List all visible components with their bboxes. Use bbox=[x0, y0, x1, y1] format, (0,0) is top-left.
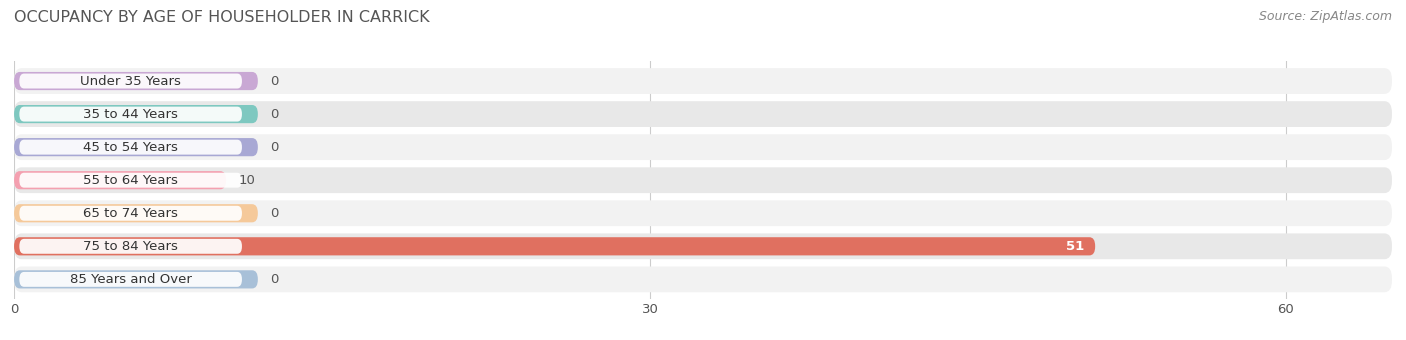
FancyBboxPatch shape bbox=[14, 72, 257, 90]
FancyBboxPatch shape bbox=[14, 267, 1392, 292]
FancyBboxPatch shape bbox=[14, 167, 1392, 193]
Text: 0: 0 bbox=[270, 207, 278, 220]
Text: Source: ZipAtlas.com: Source: ZipAtlas.com bbox=[1258, 10, 1392, 23]
FancyBboxPatch shape bbox=[14, 171, 226, 189]
Text: 65 to 74 Years: 65 to 74 Years bbox=[83, 207, 179, 220]
FancyBboxPatch shape bbox=[20, 272, 242, 287]
FancyBboxPatch shape bbox=[14, 105, 257, 123]
Text: 10: 10 bbox=[239, 174, 256, 187]
FancyBboxPatch shape bbox=[20, 173, 242, 188]
Text: 35 to 44 Years: 35 to 44 Years bbox=[83, 107, 179, 121]
Text: Under 35 Years: Under 35 Years bbox=[80, 74, 181, 87]
Text: 0: 0 bbox=[270, 141, 278, 154]
FancyBboxPatch shape bbox=[20, 107, 242, 121]
Text: 75 to 84 Years: 75 to 84 Years bbox=[83, 240, 179, 253]
Text: 0: 0 bbox=[270, 107, 278, 121]
Text: 51: 51 bbox=[1066, 240, 1084, 253]
FancyBboxPatch shape bbox=[14, 138, 257, 156]
FancyBboxPatch shape bbox=[14, 68, 1392, 94]
Text: 0: 0 bbox=[270, 74, 278, 87]
FancyBboxPatch shape bbox=[14, 200, 1392, 226]
Text: 45 to 54 Years: 45 to 54 Years bbox=[83, 141, 179, 154]
Text: OCCUPANCY BY AGE OF HOUSEHOLDER IN CARRICK: OCCUPANCY BY AGE OF HOUSEHOLDER IN CARRI… bbox=[14, 10, 430, 25]
FancyBboxPatch shape bbox=[20, 140, 242, 155]
FancyBboxPatch shape bbox=[14, 134, 1392, 160]
FancyBboxPatch shape bbox=[14, 234, 1392, 259]
FancyBboxPatch shape bbox=[14, 101, 1392, 127]
FancyBboxPatch shape bbox=[20, 73, 242, 88]
FancyBboxPatch shape bbox=[20, 206, 242, 221]
Text: 0: 0 bbox=[270, 273, 278, 286]
FancyBboxPatch shape bbox=[14, 237, 1095, 255]
FancyBboxPatch shape bbox=[14, 270, 257, 288]
Text: 55 to 64 Years: 55 to 64 Years bbox=[83, 174, 179, 187]
Text: 85 Years and Over: 85 Years and Over bbox=[70, 273, 191, 286]
FancyBboxPatch shape bbox=[20, 239, 242, 254]
FancyBboxPatch shape bbox=[14, 204, 257, 222]
